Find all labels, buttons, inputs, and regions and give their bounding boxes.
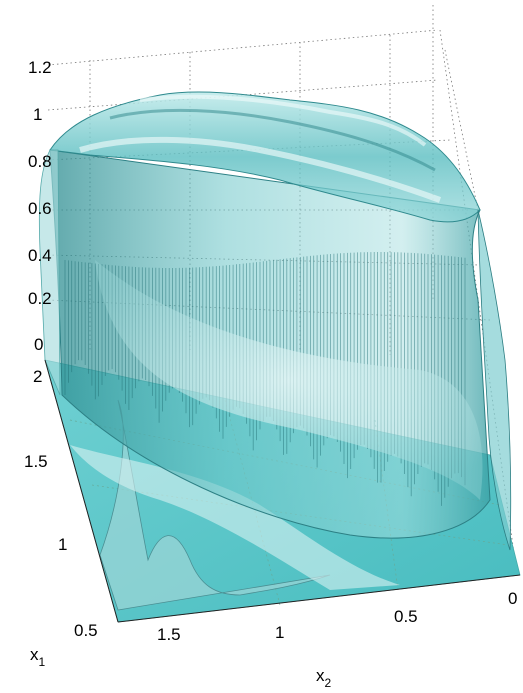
x2-tick-label: 0 <box>508 589 517 608</box>
x1-axis-label-base: x <box>30 645 39 664</box>
surface-top-ripple-1 <box>79 136 442 203</box>
axis-edges <box>44 359 521 623</box>
z-tick-label: 1 <box>33 105 42 124</box>
surface-top <box>49 91 481 223</box>
z-tick-label: 0 <box>34 335 43 354</box>
x1-tick-label: 2 <box>33 367 42 386</box>
surface-right-edge <box>477 209 512 551</box>
x1-axis-label-sub: 1 <box>39 655 46 669</box>
x1-tick-label: 1 <box>58 535 67 554</box>
surface-striations <box>64 252 466 506</box>
x1-tick-label: 0.5 <box>74 621 98 640</box>
x2-axis-label: x2 <box>316 666 332 690</box>
surface-left-edge <box>38 149 61 396</box>
z-axis: 1.2 1 0.8 0.6 0.4 0.2 0 <box>28 58 52 354</box>
x2-axis-label-base: x <box>316 666 325 685</box>
z-tick-label: 0.8 <box>28 152 52 171</box>
x2-tick-label: 1.5 <box>157 625 181 644</box>
z-tick-label: 0.6 <box>28 199 52 218</box>
x1-axis: 2 1.5 1 0.5 x1 <box>24 367 98 669</box>
surface-top-ripple-3 <box>139 94 427 147</box>
surface-top-ripple-2 <box>109 108 436 172</box>
x2-axis: 1.5 1 0.5 0 x2 <box>157 589 517 690</box>
z-tick-label: 0.4 <box>28 246 52 265</box>
x2-axis-label-sub: 2 <box>325 676 332 690</box>
surface-dome <box>95 260 483 500</box>
x1-tick-label: 1.5 <box>24 452 48 471</box>
surface-floor-wave <box>70 445 400 590</box>
z-tick-label: 0.2 <box>28 289 52 308</box>
x2-tick-label: 0.5 <box>394 607 418 626</box>
x2-tick-label: 1 <box>275 623 284 642</box>
z-tick-label: 1.2 <box>28 58 52 77</box>
x1-axis-label: x1 <box>30 645 46 669</box>
